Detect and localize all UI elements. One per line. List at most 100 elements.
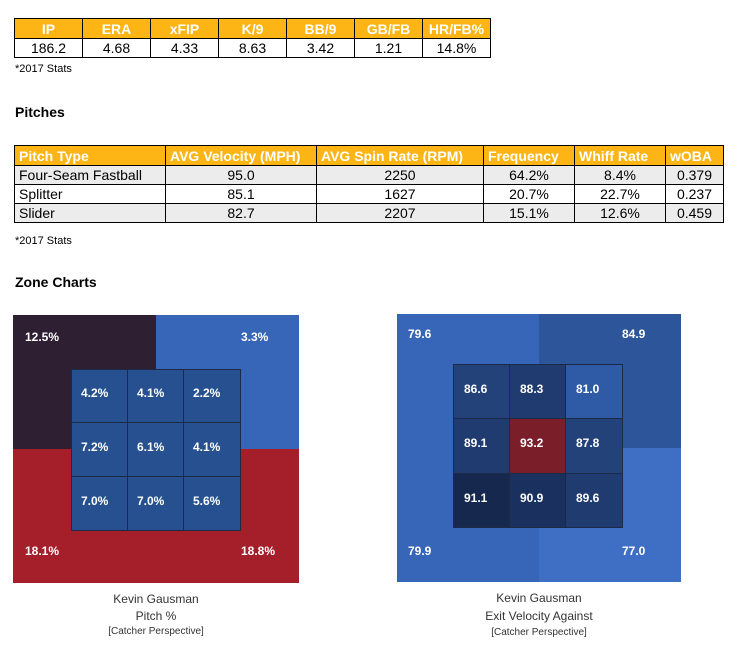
season-stats-table: IP ERA xFIP K/9 BB/9 GB/FB HR/FB% 186.2 …: [14, 18, 491, 58]
zone-cell-value: 6.1%: [137, 440, 165, 454]
zone-cell-value: 4.2%: [81, 386, 109, 400]
pitch-velocity-cell: 82.7: [165, 203, 317, 223]
pitch-woba-cell: 0.379: [665, 165, 724, 185]
stats-value-bb9: 3.42: [286, 38, 355, 58]
zone-corner-br-value: 77.0: [622, 544, 646, 558]
stats-header-hrfb: HR/FB%: [422, 18, 491, 39]
zone-cell: 87.8: [565, 418, 623, 474]
zone-cell-value: 87.8: [576, 436, 600, 450]
zone-corner-tr-value: 3.3%: [241, 330, 269, 344]
pitches-header-type: Pitch Type: [14, 145, 166, 166]
zone-cell: 89.6: [565, 473, 623, 528]
table-row: Slider 82.7 2207 15.1% 12.6% 0.459: [14, 203, 724, 223]
table-row: Splitter 85.1 1627 20.7% 22.7% 0.237: [14, 184, 724, 204]
zone-cell-value: 2.2%: [193, 386, 221, 400]
stats-header-gbfb: GB/FB: [354, 18, 423, 39]
pitch-type-cell: Four-Seam Fastball: [14, 165, 166, 185]
zone-cell: 6.1%: [127, 422, 184, 477]
zone-cell-value: 7.0%: [81, 494, 109, 508]
zone-cell-value: 88.3: [520, 382, 544, 396]
zone-cell: 81.0: [565, 364, 623, 419]
zone-corner-bl-value: 79.9: [408, 544, 432, 558]
pitch-woba-cell: 0.237: [665, 184, 724, 204]
zone-cell: 2.2%: [183, 369, 241, 423]
stats-header-era: ERA: [82, 18, 151, 39]
zone-cell: 4.2%: [71, 369, 128, 423]
chart-metric: Exit Velocity Against: [485, 609, 593, 623]
stats-value-row: 186.2 4.68 4.33 8.63 3.42 1.21 14.8%: [14, 38, 491, 58]
zone-cell: 89.1: [453, 418, 510, 474]
stats-value-hrfb: 14.8%: [422, 38, 491, 58]
zone-cell-value: 5.6%: [193, 494, 221, 508]
pitches-header-row: Pitch Type AVG Velocity (MPH) AVG Spin R…: [14, 145, 724, 166]
zone-cell: 5.6%: [183, 476, 241, 531]
pitch-type-cell: Slider: [14, 203, 166, 223]
pitch-frequency-cell: 20.7%: [483, 184, 575, 204]
pitch-frequency-cell: 64.2%: [483, 165, 575, 185]
pitch-frequency-cell: 15.1%: [483, 203, 575, 223]
pitches-header-velocity: AVG Velocity (MPH): [165, 145, 317, 166]
zone-cell: 91.1: [453, 473, 510, 528]
chart-perspective: [Catcher Perspective]: [491, 627, 587, 638]
stats-value-gbfb: 1.21: [354, 38, 423, 58]
zone-charts-section-title: Zone Charts: [15, 274, 97, 290]
zone-corner-tr-value: 84.9: [622, 327, 646, 341]
zone-cell: 86.6: [453, 364, 510, 419]
zone-cell-value: 89.6: [576, 491, 600, 505]
zone-cell-value: 90.9: [520, 491, 544, 505]
stats-header-bb9: BB/9: [286, 18, 355, 39]
zone-cell-value: 7.0%: [137, 494, 165, 508]
pitch-spin-cell: 2250: [316, 165, 484, 185]
zone-cell: 4.1%: [127, 369, 184, 423]
pitches-header-frequency: Frequency: [483, 145, 575, 166]
chart-metric: Pitch %: [135, 609, 177, 623]
pitch-type-cell: Splitter: [14, 184, 166, 204]
stats-value-k9: 8.63: [218, 38, 287, 58]
strike-zone-grid: 86.6 88.3 81.0 89.1 93.2 87.8 91.1 90.9 …: [453, 364, 623, 528]
pitch-pct-zone-chart: 12.5% 3.3% 18.1% 18.8% 4.2% 4.1% 2.2% 7.…: [13, 315, 299, 583]
pitch-velocity-cell: 95.0: [165, 165, 317, 185]
pitches-header-spin: AVG Spin Rate (RPM): [316, 145, 484, 166]
pitch-woba-cell: 0.459: [665, 203, 724, 223]
zone-cell: 88.3: [509, 364, 566, 419]
pitches-header-whiff: Whiff Rate: [574, 145, 666, 166]
pitches-header-woba: wOBA: [665, 145, 724, 166]
zone-corner-bl-value: 18.1%: [25, 544, 60, 558]
table-row: Four-Seam Fastball 95.0 2250 64.2% 8.4% …: [14, 165, 724, 185]
pitches-table: Pitch Type AVG Velocity (MPH) AVG Spin R…: [14, 145, 724, 223]
chart-perspective: [Catcher Perspective]: [108, 626, 204, 637]
zone-cell-value: 81.0: [576, 382, 600, 396]
exit-velocity-zone-chart: 79.6 84.9 79.9 77.0 86.6 88.3 81.0 89.1 …: [397, 314, 681, 582]
pitch-velocity-cell: 85.1: [165, 184, 317, 204]
zone-cell: 4.1%: [183, 422, 241, 477]
zone-corner-br-value: 18.8%: [241, 544, 276, 558]
zone-cell-value: 4.1%: [193, 440, 221, 454]
pitch-whiff-cell: 12.6%: [574, 203, 666, 223]
stats-value-ip: 186.2: [14, 38, 83, 58]
zone-cell: 7.0%: [127, 476, 184, 531]
stats-value-era: 4.68: [82, 38, 151, 58]
zone-cell-value: 91.1: [464, 491, 488, 505]
pitch-spin-cell: 1627: [316, 184, 484, 204]
pitches-footnote: *2017 Stats: [15, 235, 72, 247]
stats-header-ip: IP: [14, 18, 83, 39]
pitch-whiff-cell: 22.7%: [574, 184, 666, 204]
pitches-section-title: Pitches: [15, 104, 65, 120]
zone-cell: 93.2: [509, 418, 566, 474]
pitch-whiff-cell: 8.4%: [574, 165, 666, 185]
zone-cell-value: 93.2: [520, 436, 544, 450]
zone-cell: 90.9: [509, 473, 566, 528]
exit-velocity-caption: Kevin Gausman Exit Velocity Against [Cat…: [397, 591, 681, 638]
zone-cell: 7.2%: [71, 422, 128, 477]
zone-corner-tl-value: 12.5%: [25, 330, 60, 344]
zone-cell-value: 89.1: [464, 436, 488, 450]
pitcher-name: Kevin Gausman: [496, 591, 582, 605]
pitch-spin-cell: 2207: [316, 203, 484, 223]
stats-header-row: IP ERA xFIP K/9 BB/9 GB/FB HR/FB%: [14, 18, 491, 39]
stats-header-xfip: xFIP: [150, 18, 219, 39]
stats-value-xfip: 4.33: [150, 38, 219, 58]
zone-cell-value: 4.1%: [137, 386, 165, 400]
zone-cell: 7.0%: [71, 476, 128, 531]
stats-header-k9: K/9: [218, 18, 287, 39]
pitch-pct-caption: Kevin Gausman Pitch % [Catcher Perspecti…: [13, 592, 299, 637]
